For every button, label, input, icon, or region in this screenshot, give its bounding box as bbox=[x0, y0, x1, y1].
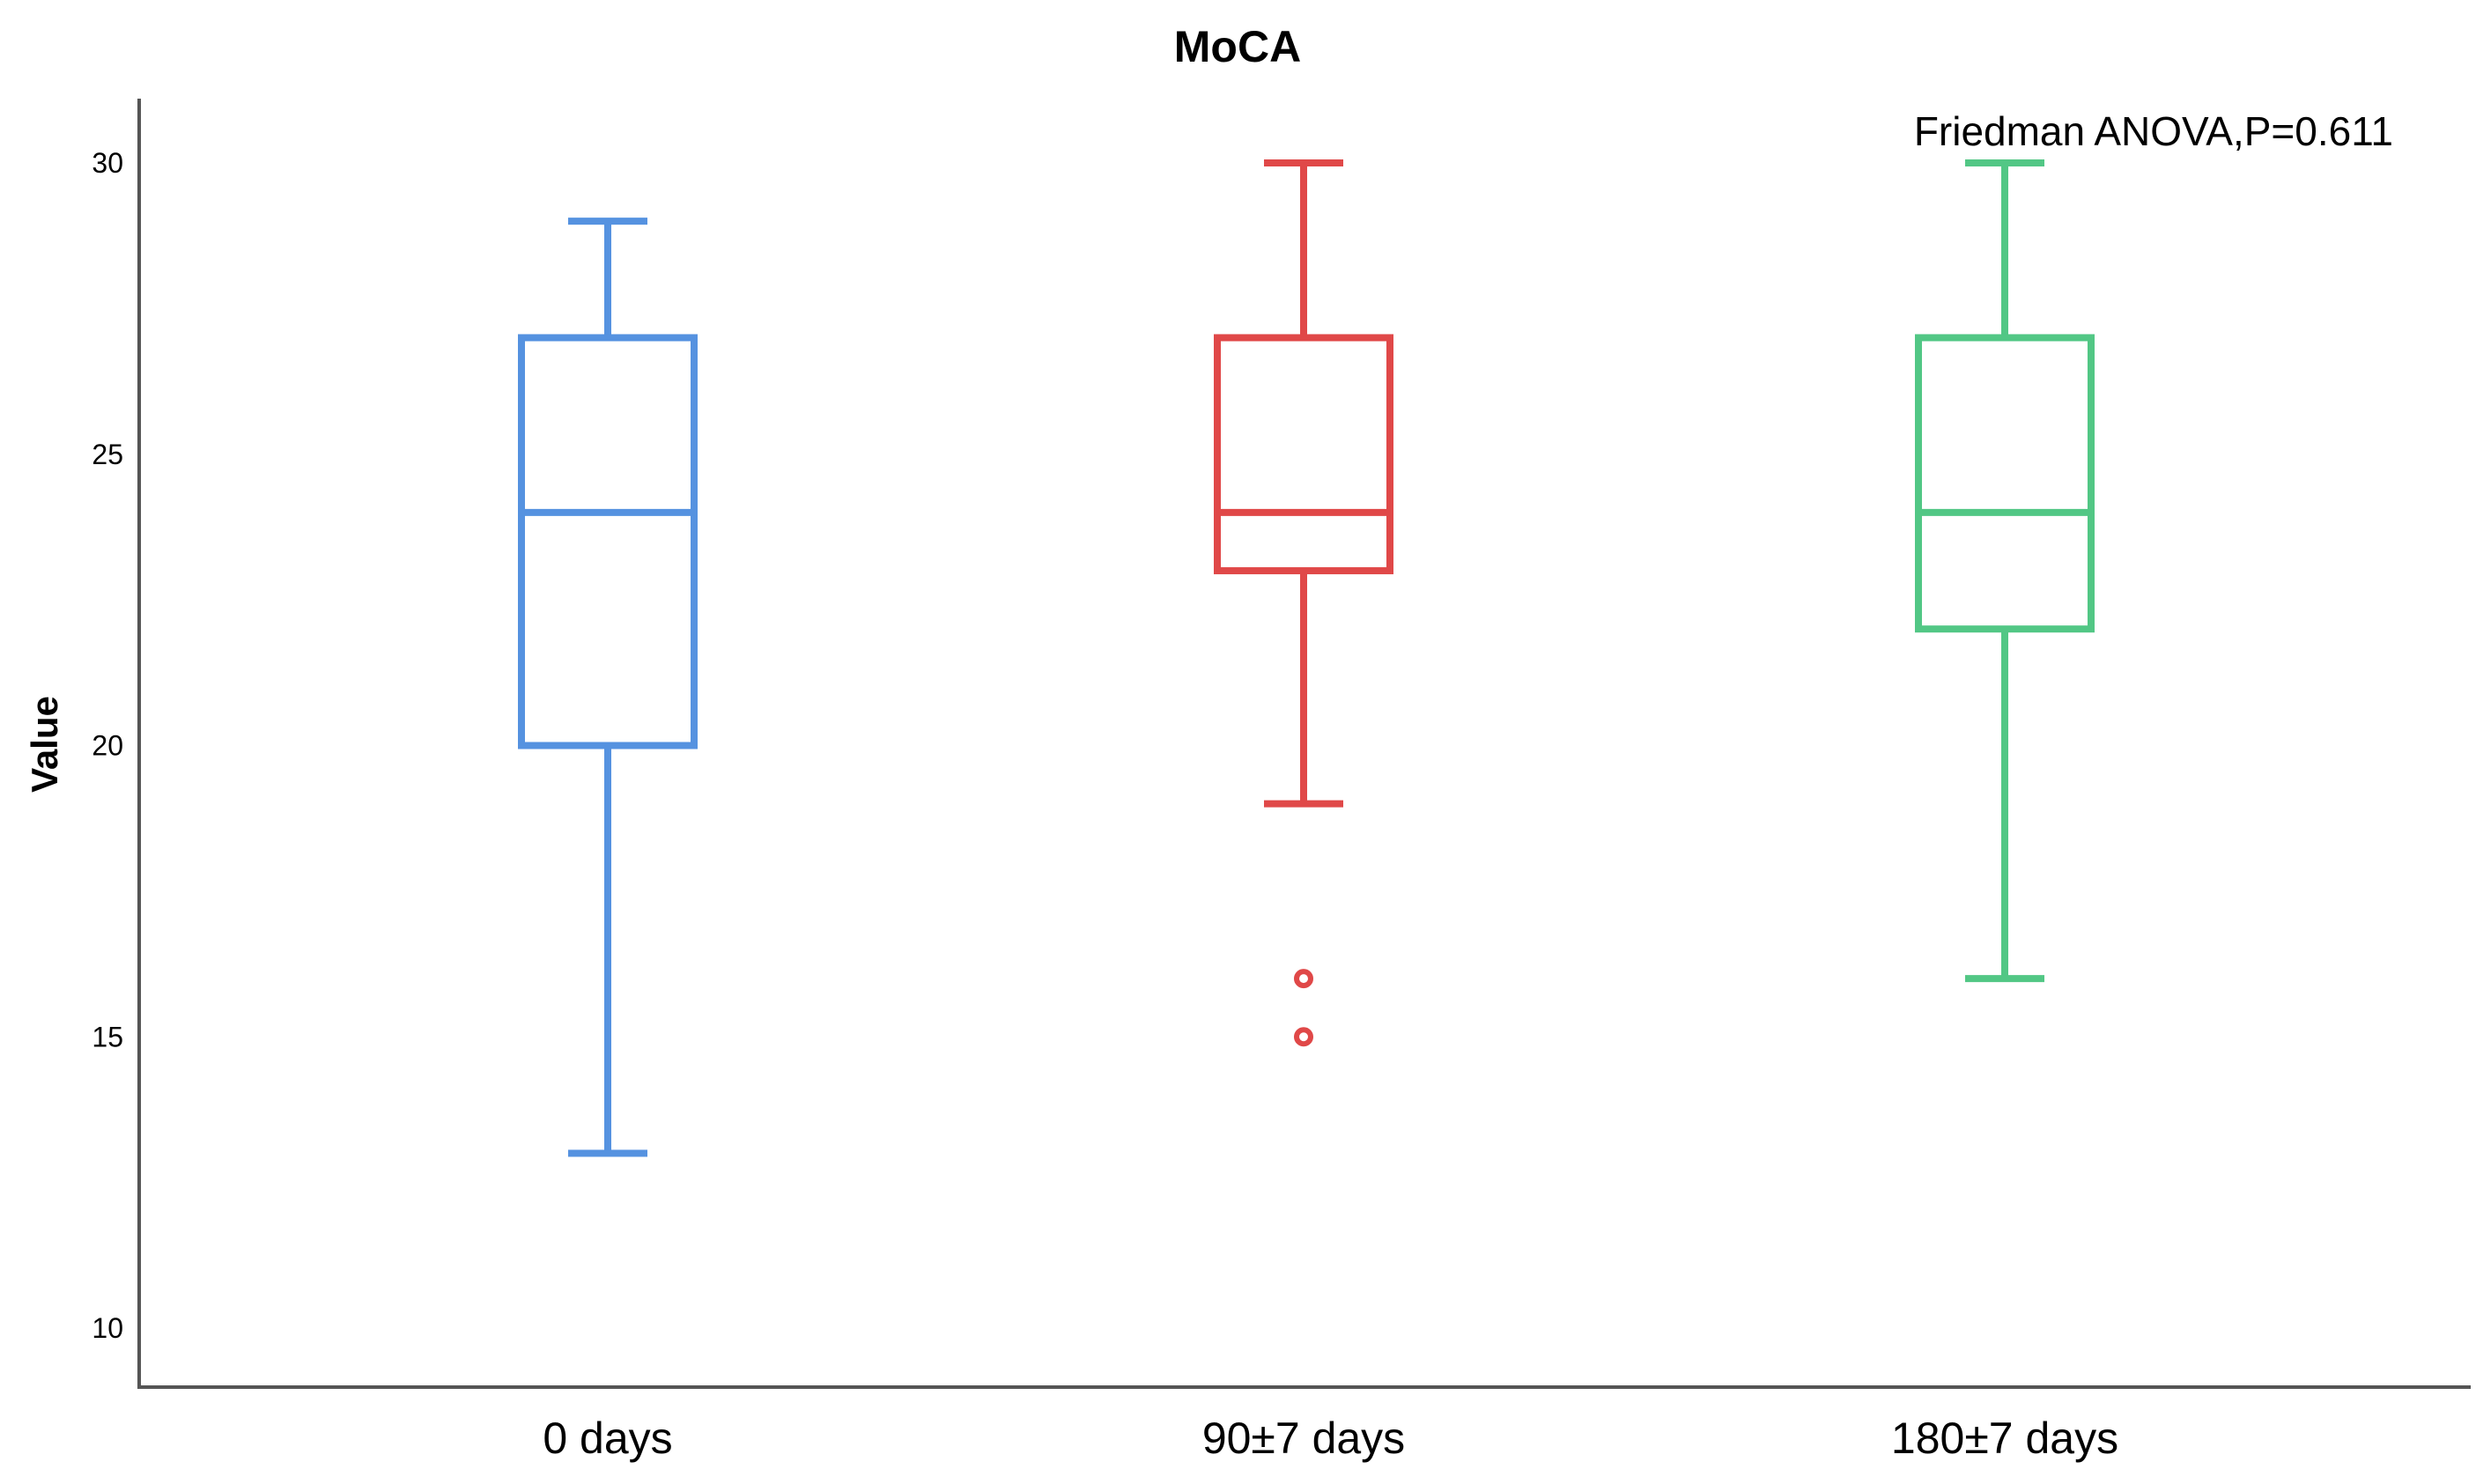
y-tick-label: 30 bbox=[92, 147, 123, 179]
x-axis-ticks: 0 days 90±7 days 180±7 days bbox=[543, 1414, 2118, 1463]
y-tick-label: 20 bbox=[92, 730, 123, 762]
outlier-point bbox=[1294, 969, 1313, 989]
x-tick-label: 180±7 days bbox=[1891, 1414, 2118, 1463]
y-tick-label: 15 bbox=[92, 1021, 123, 1052]
box-group bbox=[1214, 159, 1393, 1047]
box-group bbox=[518, 218, 698, 1157]
friedman-annotation: Friedman ANOVA,P=0.611 bbox=[1914, 108, 2393, 154]
chart-title: MoCA bbox=[1174, 22, 1301, 71]
x-tick-label: 0 days bbox=[543, 1414, 672, 1463]
box-iqr bbox=[518, 334, 698, 749]
y-tick-label: 25 bbox=[92, 439, 123, 470]
box-iqr bbox=[1214, 334, 1393, 575]
outlier-point bbox=[1294, 1027, 1313, 1047]
box-group bbox=[1915, 159, 2095, 983]
box-iqr bbox=[1915, 334, 2095, 633]
y-axis-label: Value bbox=[24, 696, 65, 793]
y-tick-label: 10 bbox=[92, 1312, 123, 1344]
boxplot-series bbox=[518, 159, 2095, 1157]
x-tick-label: 90±7 days bbox=[1202, 1414, 1405, 1463]
y-axis-ticks: 10 15 20 25 30 bbox=[92, 147, 123, 1344]
